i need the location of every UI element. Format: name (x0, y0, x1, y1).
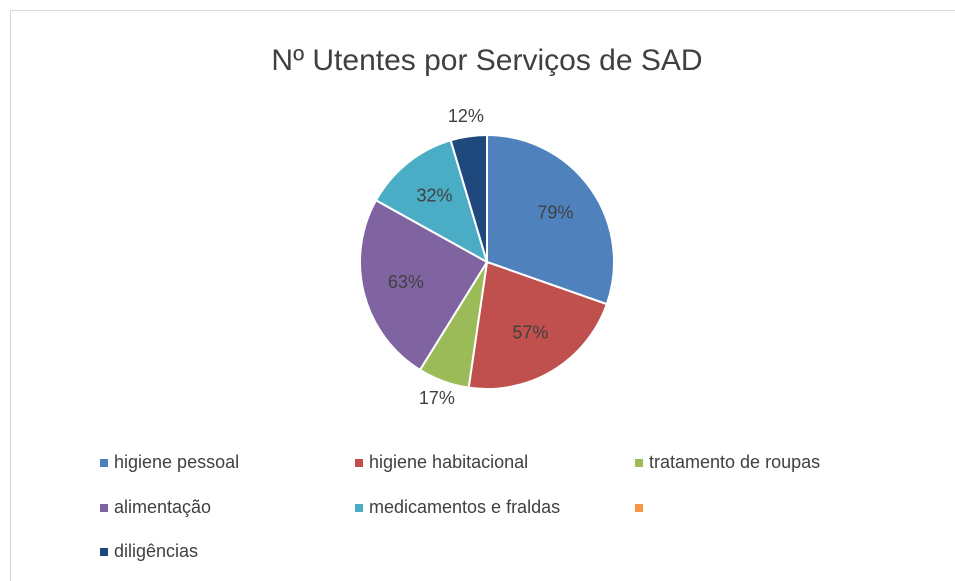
legend-label: higiene habitacional (369, 452, 528, 472)
legend-swatch (635, 459, 643, 467)
chart-title: Nº Utentes por Serviços de SAD (271, 44, 702, 77)
legend-label: tratamento de roupas (649, 452, 820, 472)
data-label: 12% (448, 106, 484, 126)
pie-slice (486, 133, 615, 306)
data-label: 32% (416, 185, 452, 205)
data-label: 63% (388, 272, 424, 292)
legend-label: alimentação (114, 497, 211, 517)
legend-label: medicamentos e fraldas (369, 497, 560, 517)
legend-swatch (355, 459, 363, 467)
legend-swatch (100, 504, 108, 512)
legend-swatch (100, 548, 108, 556)
pie-slice (449, 133, 488, 263)
pie-slice (359, 198, 489, 372)
legend-label: higiene pessoal (114, 452, 239, 472)
legend-swatch (635, 504, 643, 512)
pie-slice (467, 260, 609, 390)
legend-swatch (100, 459, 108, 467)
data-label: 17% (419, 388, 455, 408)
data-label: 57% (512, 322, 548, 342)
legend-swatch (355, 504, 363, 512)
legend-label: diligências (114, 541, 198, 561)
data-label: 79% (537, 202, 573, 222)
